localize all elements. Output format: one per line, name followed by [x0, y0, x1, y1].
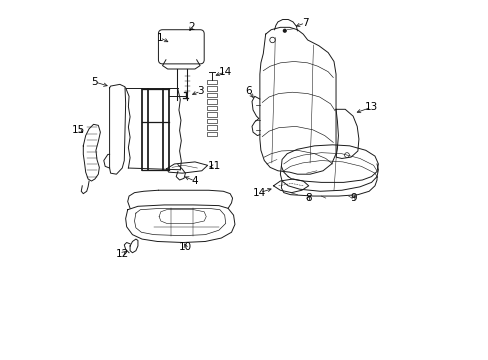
Bar [207, 106, 216, 111]
Text: 2: 2 [188, 22, 195, 32]
Bar [207, 99, 216, 104]
Text: 9: 9 [350, 193, 356, 203]
Text: 14: 14 [219, 67, 232, 77]
Text: 1: 1 [156, 33, 163, 42]
Text: 11: 11 [207, 161, 221, 171]
Bar [207, 132, 216, 136]
Text: 4: 4 [191, 176, 198, 186]
Bar [207, 86, 216, 91]
Bar [207, 80, 216, 85]
Text: 10: 10 [179, 242, 192, 252]
Bar [207, 125, 216, 130]
Text: 7: 7 [302, 18, 308, 28]
Bar [207, 119, 216, 123]
Text: 3: 3 [197, 86, 203, 96]
Text: 5: 5 [91, 77, 98, 87]
Text: 15: 15 [72, 125, 85, 135]
Text: 6: 6 [245, 86, 251, 96]
Text: 13: 13 [364, 102, 377, 112]
Text: 8: 8 [305, 193, 311, 203]
Text: 12: 12 [115, 249, 129, 259]
Circle shape [283, 30, 285, 32]
Bar [207, 93, 216, 98]
Bar [207, 112, 216, 117]
Text: 14: 14 [253, 188, 266, 198]
